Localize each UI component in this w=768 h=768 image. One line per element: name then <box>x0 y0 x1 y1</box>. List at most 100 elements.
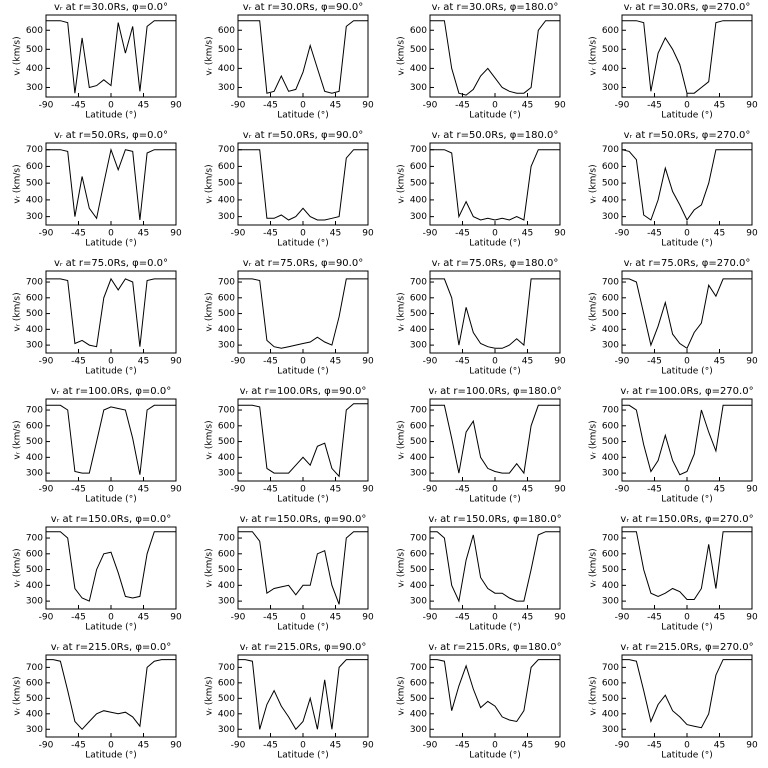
x-tick-label: 45 <box>138 485 149 495</box>
data-line <box>238 149 368 221</box>
x-tick-label: -45 <box>71 357 86 367</box>
data-line <box>622 659 752 729</box>
y-axis-label: vᵣ (km/s) <box>397 36 407 75</box>
y-tick-label: 300 <box>26 725 43 735</box>
y-tick-label: 500 <box>218 309 235 319</box>
plot-frame <box>237 14 369 98</box>
x-tick-label: -90 <box>39 229 54 239</box>
y-axis-label: vᵣ (km/s) <box>205 420 215 459</box>
x-tick-label: 45 <box>330 613 341 623</box>
panel-title: vᵣ at r=100.0Rs, φ=180.0° <box>428 386 561 397</box>
x-tick-label: -90 <box>231 101 246 111</box>
x-tick-label: 0 <box>108 229 114 239</box>
x-tick-label: 90 <box>554 741 566 751</box>
panel-title: vᵣ at r=30.0Rs, φ=270.0° <box>624 2 751 13</box>
plot-frame <box>237 398 369 482</box>
y-tick-label: 700 <box>602 534 619 544</box>
y-tick-label: 400 <box>410 709 427 719</box>
x-tick-label: 0 <box>300 741 306 751</box>
y-axis-label: vᵣ (km/s) <box>13 292 23 331</box>
panel: vᵣ at r=215.0Rs, φ=90.0° -90 -45 0 45 90 300 40… <box>205 642 374 761</box>
data-line <box>46 20 176 94</box>
x-tick-label: -45 <box>263 741 278 751</box>
y-tick-label: 400 <box>218 581 235 591</box>
y-tick-label: 300 <box>602 341 619 351</box>
y-tick-label: 300 <box>410 725 427 735</box>
x-tick-label: -90 <box>423 357 438 367</box>
y-tick-label: 400 <box>26 325 43 335</box>
y-tick-label: 700 <box>26 278 43 288</box>
x-axis-label: Latitude (°) <box>469 751 520 761</box>
x-tick-label: 90 <box>362 741 374 751</box>
data-line <box>430 404 560 475</box>
data-line <box>430 278 560 349</box>
y-tick-label: 700 <box>410 278 427 288</box>
y-tick-label: 600 <box>602 549 619 559</box>
y-axis-label: vᵣ (km/s) <box>205 36 215 75</box>
panel-title: vᵣ at r=215.0Rs, φ=180.0° <box>428 642 561 653</box>
y-tick-label: 600 <box>26 26 43 36</box>
y-tick-label: 400 <box>410 325 427 335</box>
x-tick-label: 0 <box>108 357 114 367</box>
y-tick-label: 600 <box>26 678 43 688</box>
y-axis-label: vᵣ (km/s) <box>397 548 407 587</box>
plot-frame <box>621 270 753 354</box>
x-tick-label: 0 <box>300 613 306 623</box>
x-tick-label: 90 <box>170 101 182 111</box>
panel: vᵣ at r=100.0Rs, φ=270.0° -90 -45 0 45 90 300 4… <box>589 386 758 505</box>
y-tick-label: 500 <box>410 179 427 189</box>
x-tick-label: -90 <box>39 357 54 367</box>
y-tick-label: 400 <box>410 581 427 591</box>
plot-frame <box>429 270 561 354</box>
y-axis-label: vᵣ (km/s) <box>13 548 23 587</box>
x-tick-label: -90 <box>615 101 630 111</box>
x-tick-label: 90 <box>362 613 374 623</box>
panel-title: vᵣ at r=215.0Rs, φ=90.0° <box>240 642 367 653</box>
x-tick-label: 45 <box>714 101 725 111</box>
y-tick-label: 700 <box>218 278 235 288</box>
x-tick-label: -45 <box>455 485 470 495</box>
x-axis-label: Latitude (°) <box>277 751 328 761</box>
data-line <box>238 659 368 731</box>
x-tick-label: -90 <box>39 613 54 623</box>
y-tick-label: 700 <box>26 145 43 155</box>
x-axis-label: Latitude (°) <box>277 623 328 633</box>
data-line <box>622 278 752 350</box>
x-tick-label: 0 <box>684 229 690 239</box>
y-tick-label: 600 <box>26 421 43 431</box>
x-tick-label: 0 <box>300 101 306 111</box>
y-tick-label: 300 <box>218 725 235 735</box>
panel: vᵣ at r=75.0Rs, φ=180.0° -90 -45 0 45 90 300 40… <box>397 258 566 377</box>
panel: vᵣ at r=215.0Rs, φ=270.0° -90 -45 0 45 90 300 4… <box>589 642 758 761</box>
y-tick-label: 300 <box>410 341 427 351</box>
x-axis-label: Latitude (°) <box>277 239 328 249</box>
y-tick-label: 700 <box>26 406 43 416</box>
x-axis-label: Latitude (°) <box>277 111 328 121</box>
x-tick-label: 0 <box>684 101 690 111</box>
data-line <box>238 531 368 605</box>
panel-title: vᵣ at r=100.0Rs, φ=270.0° <box>620 386 753 397</box>
y-axis-label: vᵣ (km/s) <box>205 164 215 203</box>
x-axis-label: Latitude (°) <box>277 367 328 377</box>
x-tick-label: 90 <box>362 229 374 239</box>
y-tick-label: 400 <box>218 64 235 74</box>
y-axis-label: vᵣ (km/s) <box>589 420 599 459</box>
y-tick-label: 700 <box>218 534 235 544</box>
x-axis-label: Latitude (°) <box>85 239 136 249</box>
y-tick-label: 500 <box>602 565 619 575</box>
x-tick-label: 45 <box>714 613 725 623</box>
x-axis-label: Latitude (°) <box>661 751 712 761</box>
x-axis-label: Latitude (°) <box>469 623 520 633</box>
x-axis-label: Latitude (°) <box>85 495 136 505</box>
panel-title: vᵣ at r=50.0Rs, φ=180.0° <box>432 130 559 141</box>
x-axis-label: Latitude (°) <box>469 495 520 505</box>
data-line <box>622 404 752 476</box>
x-tick-label: 0 <box>684 485 690 495</box>
x-tick-label: 90 <box>554 101 566 111</box>
y-tick-label: 400 <box>602 64 619 74</box>
panel: vᵣ at r=30.0Rs, φ=90.0° -90 -45 0 45 90 300 400… <box>205 2 374 121</box>
x-tick-label: -45 <box>455 229 470 239</box>
x-tick-label: 45 <box>138 613 149 623</box>
x-axis-label: Latitude (°) <box>85 111 136 121</box>
y-tick-label: 300 <box>26 212 43 222</box>
